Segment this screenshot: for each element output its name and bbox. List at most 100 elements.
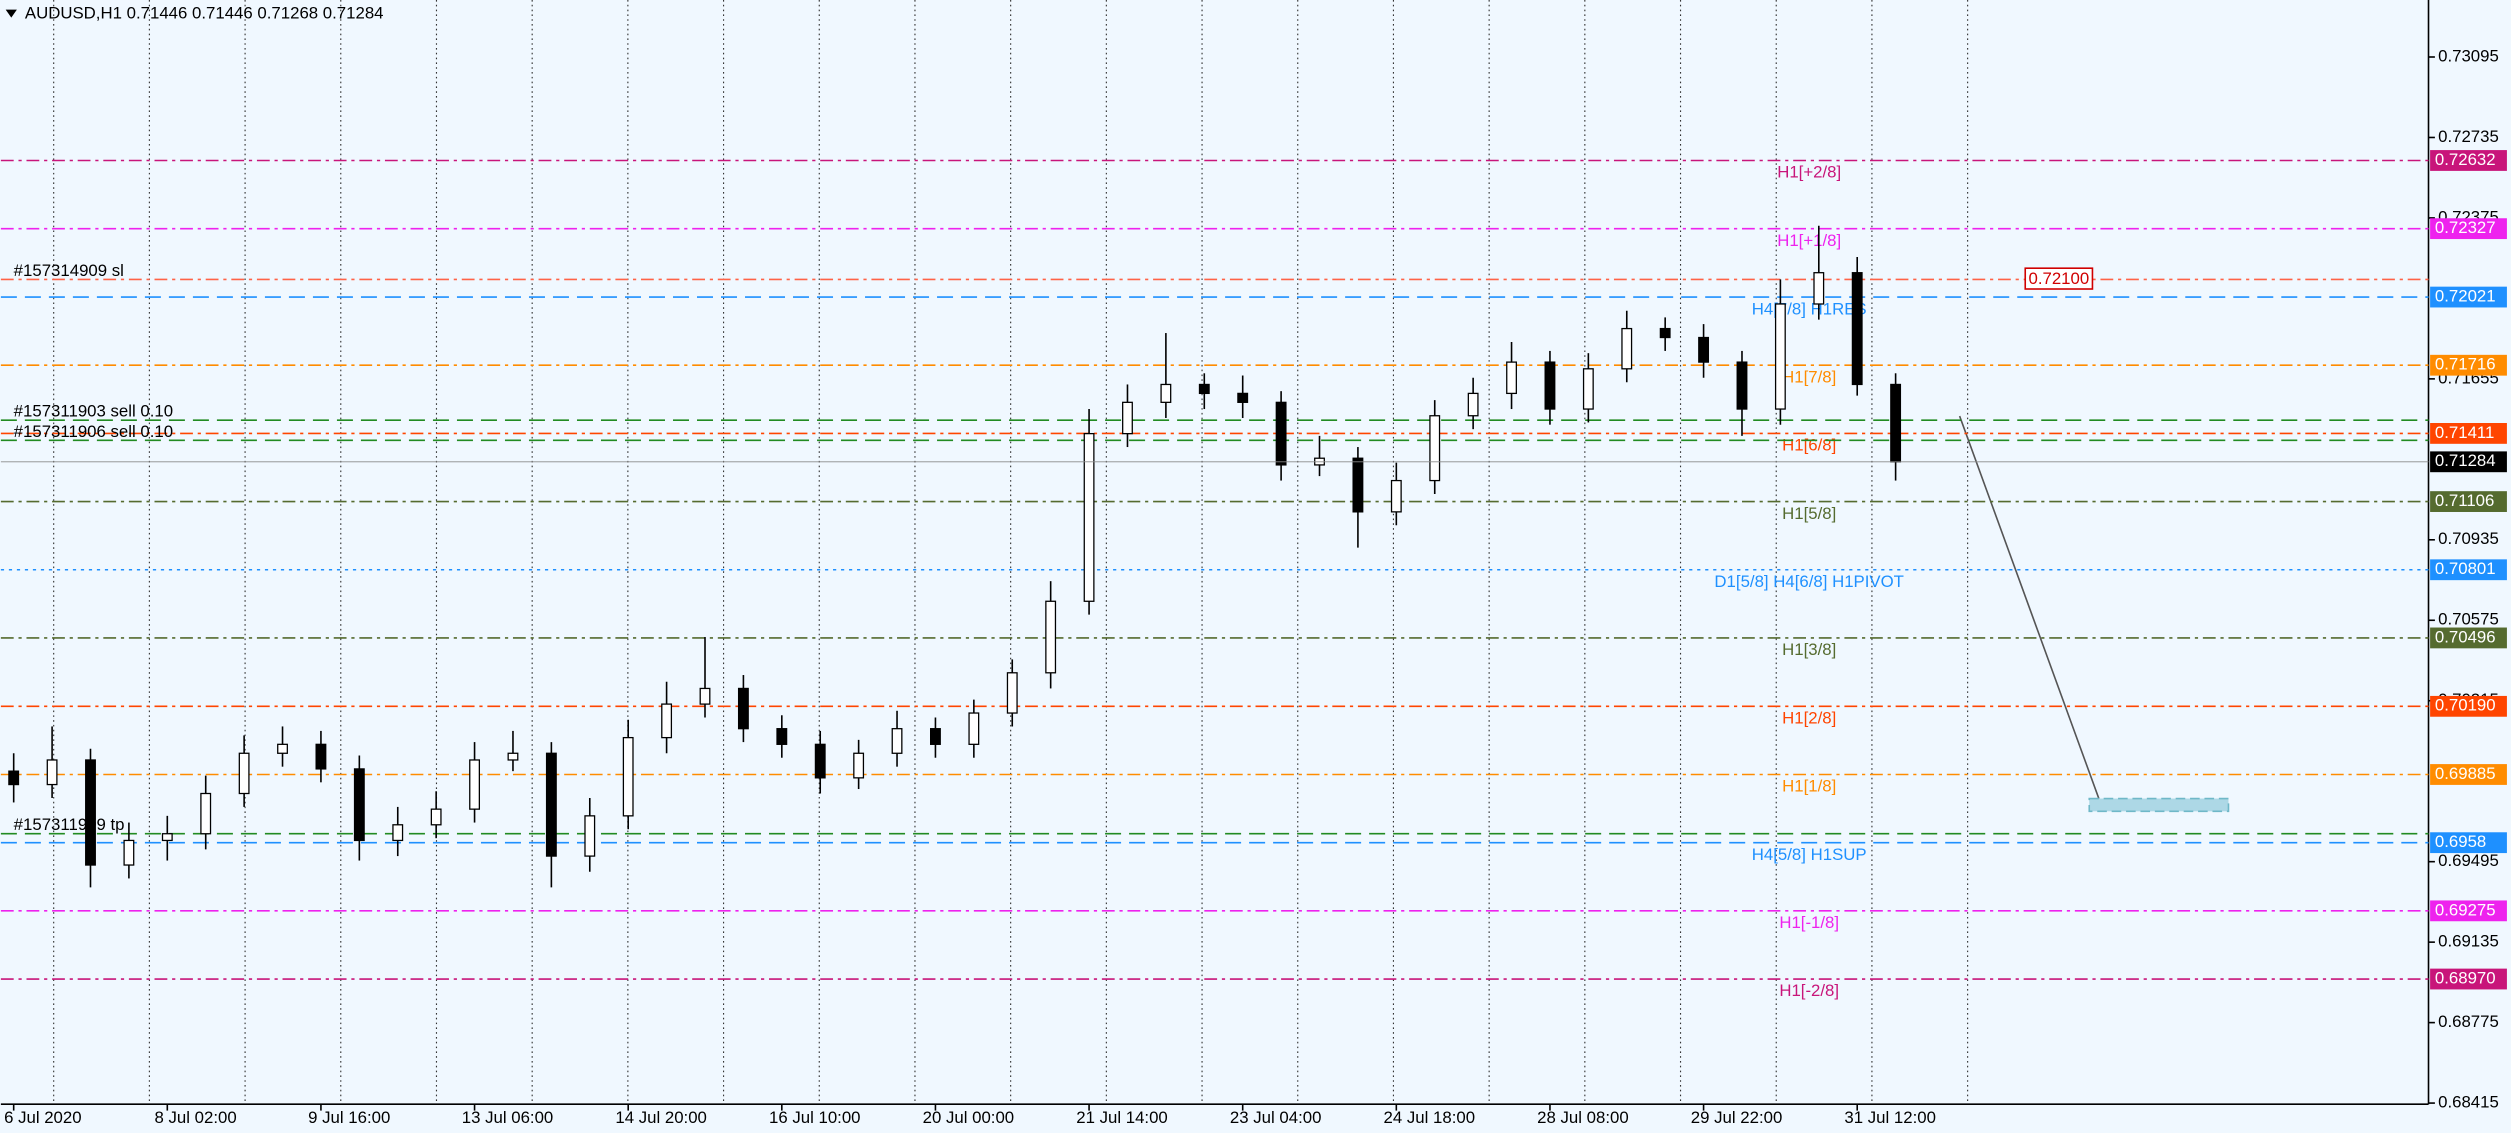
candle-body [1659,327,1671,339]
candle-body [1621,327,1633,370]
price-label-bg [2430,491,2507,512]
candle-body [584,815,596,857]
level-name: H1[-2/8] [1779,981,1839,1000]
price-label-bg [2430,900,2507,922]
candle-body [353,768,365,842]
price-label-bg [2430,968,2507,990]
y-tick-label: 0.70575 [2438,610,2499,629]
x-tick-label: 29 Jul 22:00 [1691,1108,1783,1127]
candle-body [85,759,96,866]
vertical-grid [53,0,1969,1105]
price-label: 0.6958 [2435,832,2486,851]
price-label: 0.72021 [2435,286,2496,305]
candle-body [776,728,788,745]
level-name: H1[+1/8] [1777,231,1841,250]
y-tick-label: 0.68415 [2438,1093,2499,1112]
candle-body [277,743,288,754]
level-name: D1[5/8] H4[6/8] H1PIVOT [1714,572,1904,591]
candle-body [123,839,135,866]
header: AUDUSD,H1 0.71446 0.71446 0.71268 0.7128… [25,4,384,23]
order-price-box [2024,267,2094,290]
price-label-bg [2430,695,2507,717]
candle-body [1352,457,1364,513]
x-tick-label: 6 Jul 2020 [4,1108,82,1127]
candle-body [1160,383,1172,403]
candle-body [737,687,749,730]
candle-body [507,752,519,761]
candle-body [1851,272,1863,386]
candle-body [315,743,327,770]
candle-body [200,792,212,835]
price-label-bg [2430,354,2507,376]
candle-body [1429,415,1441,482]
y-tick-label: 0.70935 [2438,529,2499,548]
candle-body [1006,672,1018,714]
candle-body [1813,272,1825,305]
y-tick-label: 0.68775 [2438,1012,2499,1031]
y-tick-label: 0.69495 [2438,851,2499,870]
candle-body [469,759,481,810]
y-tick-label: 0.73095 [2438,46,2499,65]
x-tick-label: 8 Jul 02:00 [155,1108,237,1127]
candle-body [8,770,20,786]
header-close: 0.71284 [323,4,384,23]
order-label: #157311906 sell 0.10 [14,422,173,441]
candle-body [1506,361,1517,395]
price-label: 0.70496 [2435,627,2496,646]
y-tick-label: 0.69135 [2438,932,2499,951]
candle-body [1083,432,1095,602]
price-label-bg [2430,218,2507,240]
level-name: H4[5/8] H1SUP [1752,845,1867,864]
price-label-bg [2430,832,2507,854]
price-label: 0.72632 [2435,150,2496,169]
menu-arrow[interactable] [5,9,17,18]
price-label-bg [2430,764,2507,785]
x-tick-label: 23 Jul 04:00 [1230,1108,1322,1127]
price-label: 0.71106 [2435,491,2494,510]
candle-body [1736,361,1748,410]
x-tick-label: 14 Jul 20:00 [615,1108,707,1127]
x-tick-label: 31 Jul 12:00 [1844,1108,1936,1127]
candle-body [46,759,58,786]
order-label: #157314909 sl [14,261,124,280]
level-name: H1[3/8] [1782,640,1836,659]
order-price: 0.72100 [2028,269,2089,288]
candle-body [968,712,980,745]
y-tick-label: 0.72735 [2438,127,2499,146]
order-label: #157311909 tp [14,815,125,834]
level-name: H4[7/8] H1RES [1752,299,1867,318]
price-label: 0.72327 [2435,218,2496,237]
candle-body [1890,383,1902,463]
x-tick-label: 13 Jul 06:00 [462,1108,554,1127]
candle-body [1237,392,1249,403]
header-open: 0.71446 [127,4,188,23]
candle-body [1275,401,1287,466]
order-label: #157311903 sell 0.10 [14,402,173,421]
candle-body [545,752,557,857]
candle-body [622,736,634,817]
x-tick-label: 20 Jul 00:00 [923,1108,1015,1127]
level-name: H1[+2/8] [1777,163,1841,182]
level-name: H1[5/8] [1782,504,1836,523]
candle-body [392,824,404,842]
price-label-bg [2430,423,2507,444]
price-label-bg [2430,150,2507,171]
candle-body [430,808,442,826]
candle-body [1774,303,1786,410]
candle-body [1467,392,1479,417]
x-tick-label: 28 Jul 08:00 [1537,1108,1629,1127]
candle-body [1122,401,1133,435]
trend-line[interactable] [1958,415,2100,799]
candle-body [1045,600,1057,674]
candle-body [1544,361,1556,410]
candle-body [853,752,865,779]
price-label-bg [2430,559,2507,581]
level-name: H1[6/8] [1782,436,1836,455]
level-name: H1[1/8] [1782,777,1836,796]
candle-body [930,728,941,745]
target-zone[interactable] [2088,797,2230,813]
x-tick-label: 24 Jul 18:00 [1384,1108,1476,1127]
